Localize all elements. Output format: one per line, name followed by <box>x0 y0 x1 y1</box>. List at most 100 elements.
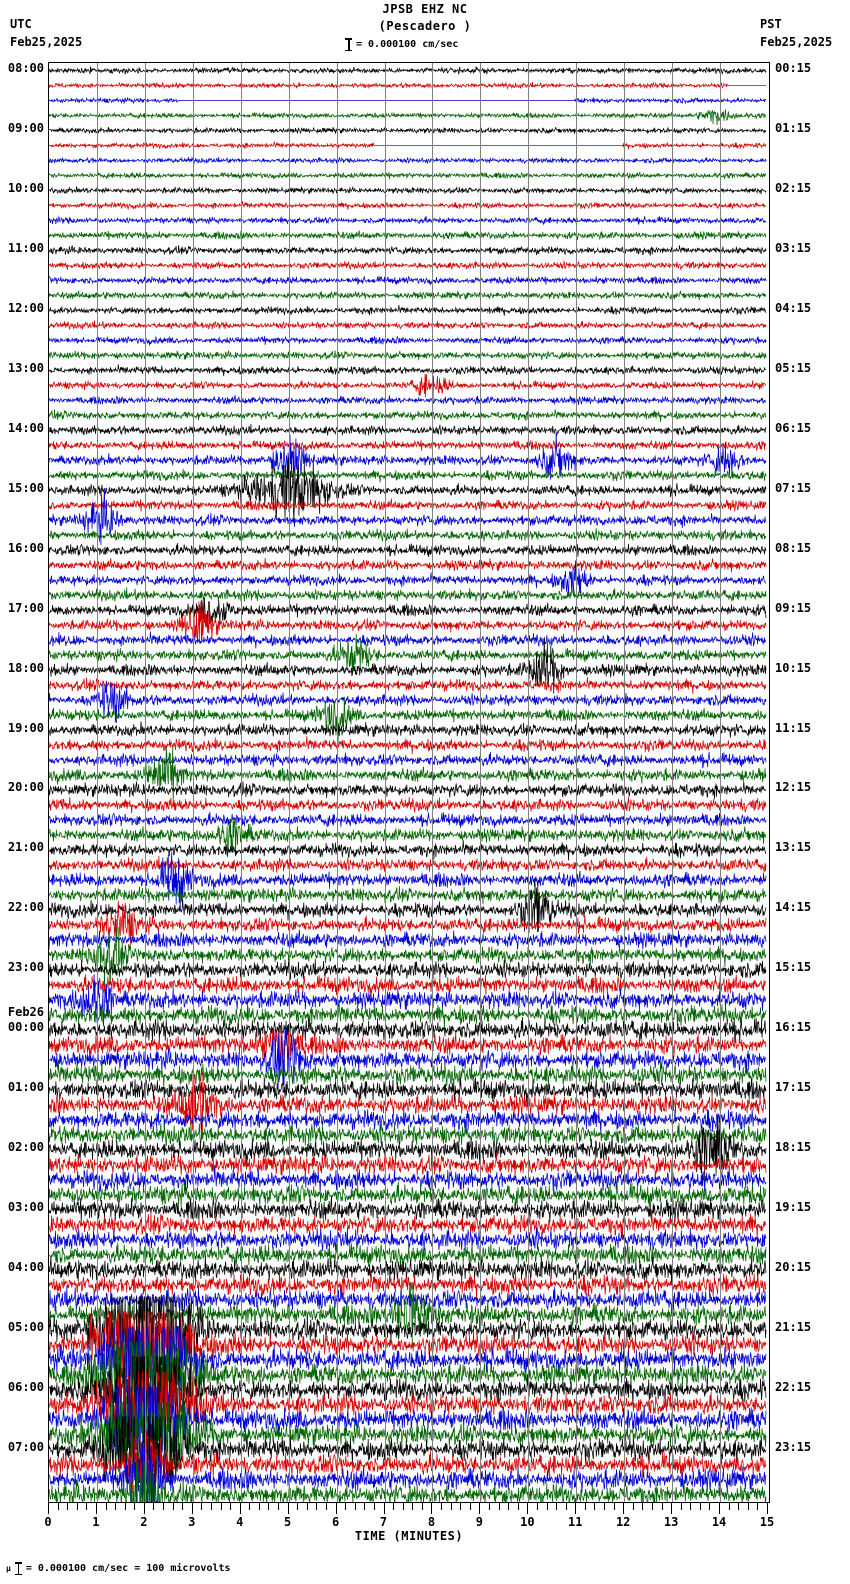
left-time-label-1000: 10:00 <box>7 181 44 196</box>
axis-tick-label-14: 14 <box>711 1515 727 1529</box>
trace-row-63 <box>49 1001 766 1029</box>
trace-row-93 <box>49 1432 766 1498</box>
left-time-label-1700: 17:00 <box>7 600 44 615</box>
axis-tick-minor <box>57 1503 59 1510</box>
gridline-minute-7 <box>384 63 386 1502</box>
left-time-label-0900: 09:00 <box>7 121 44 136</box>
trace-row-6 <box>49 157 766 163</box>
axis-tick-major-11 <box>575 1503 577 1514</box>
footer-scale-bar-icon <box>14 1562 22 1575</box>
axis-title: TIME (MINUTES) <box>354 1529 464 1543</box>
axis-tick-major-1 <box>95 1503 97 1514</box>
trace-row-59 <box>49 927 766 988</box>
left-time-label-0000: 00:00 <box>7 1020 44 1035</box>
trace-row-22 <box>49 395 766 405</box>
axis-tick-minor <box>604 1503 606 1510</box>
axis-tick-label-11: 11 <box>568 1515 583 1529</box>
axis-tick-major-0 <box>48 1503 49 1514</box>
right-time-label-1415: 14:15 <box>775 900 812 915</box>
right-time-label-1215: 12:15 <box>775 780 812 795</box>
trace-row-40 <box>49 637 766 693</box>
trace-row-71 <box>49 1121 766 1146</box>
axis-tick-minor <box>163 1503 165 1510</box>
axis-tick-minor <box>517 1503 519 1510</box>
left-time-label-0100: 01:00 <box>7 1080 44 1095</box>
axis-tick-label-7: 7 <box>379 1515 388 1529</box>
trace-row-68 <box>49 1077 766 1103</box>
trace-row-56 <box>49 878 766 934</box>
axis-tick-minor <box>536 1503 538 1510</box>
right-time-label-0415: 04:15 <box>775 301 812 316</box>
axis-tick-label-3: 3 <box>188 1515 196 1529</box>
left-time-label-1600: 16:00 <box>7 540 44 555</box>
left-time-label-0600: 06:00 <box>7 1379 44 1394</box>
trace-row-50 <box>49 812 766 828</box>
right-time-label-0315: 03:15 <box>775 241 812 256</box>
left-time-label-0400: 04:00 <box>7 1259 44 1274</box>
trace-row-81 <box>49 1270 766 1300</box>
station-title: JPSB EHZ NC <box>382 2 468 16</box>
axis-tick-minor <box>632 1503 634 1510</box>
left-time-label-0500: 05:00 <box>7 1319 44 1334</box>
trace-row-23 <box>49 409 766 422</box>
gridline-minute-2 <box>144 63 146 1502</box>
right-time-label-1715: 17:15 <box>775 1080 812 1095</box>
trace-row-62 <box>49 974 766 1026</box>
trace-row-42 <box>49 681 766 723</box>
axis-tick-minor <box>326 1503 327 1510</box>
gridline-minute-12 <box>624 63 626 1502</box>
axis-tick-label-13: 13 <box>663 1515 679 1529</box>
gridline-minute-6 <box>336 63 338 1502</box>
right-time-label-2015: 20:15 <box>775 1259 812 1274</box>
axis-tick-minor <box>498 1503 500 1510</box>
pst-label: PST <box>760 17 782 31</box>
left-time-label-1100: 11:00 <box>7 241 44 256</box>
left-time-label-1200: 12:00 <box>7 301 44 316</box>
trace-row-31 <box>49 528 766 542</box>
trace-row-52 <box>49 840 766 861</box>
trace-row-41 <box>49 677 766 694</box>
axis-tick-minor <box>153 1503 155 1510</box>
axis-tick-major-8 <box>431 1503 433 1514</box>
right-time-label-1015: 10:15 <box>775 660 812 675</box>
axis-tick-minor <box>728 1503 730 1510</box>
trace-row-32 <box>49 543 766 557</box>
axis-tick-minor <box>393 1503 395 1510</box>
axis-tick-minor <box>508 1503 510 1510</box>
trace-row-46 <box>49 752 766 768</box>
trace-row-30 <box>49 488 766 546</box>
left-time-label-1800: 18:00 <box>7 660 44 675</box>
axis-tick-minor <box>278 1503 280 1510</box>
trace-row-70 <box>49 1106 766 1135</box>
helicorder-plot[interactable] <box>48 62 770 1503</box>
left-time-label-2200: 22:00 <box>7 900 44 915</box>
axis-tick-minor <box>460 1503 462 1510</box>
axis-tick-label-15: 15 <box>759 1515 775 1529</box>
axis-tick-minor <box>76 1503 78 1510</box>
trace-row-54 <box>49 852 766 912</box>
trace-row-27 <box>49 468 766 483</box>
axis-tick-minor <box>345 1503 347 1510</box>
trace-row-4 <box>49 127 766 134</box>
pst-timezone-label: PST Feb25,2025 <box>760 15 832 51</box>
footer-scale-text: = 0.000100 cm/sec = 100 microvolts <box>25 1563 231 1574</box>
left-time-label-2300: 23:00 <box>7 960 44 975</box>
trace-row-57 <box>49 901 766 947</box>
axis-tick-label-6: 6 <box>331 1515 340 1529</box>
right-time-label-0515: 05:15 <box>775 361 812 376</box>
trace-row-9 <box>49 201 766 210</box>
axis-tick-minor <box>613 1503 615 1510</box>
trace-row-37 <box>49 601 766 645</box>
footer-scale-bar: μ = 0.000100 cm/sec = 100 microvolts <box>6 1562 231 1575</box>
trace-row-45 <box>49 736 766 754</box>
trace-row-61 <box>49 974 766 996</box>
left-time-label-1400: 14:00 <box>7 420 44 435</box>
trace-row-3 <box>49 109 766 125</box>
axis-tick-minor <box>115 1503 117 1510</box>
gridline-minute-13 <box>672 63 674 1502</box>
trace-row-95 <box>49 1462 766 1502</box>
trace-row-72 <box>49 1117 766 1183</box>
axis-tick-minor <box>182 1503 184 1510</box>
trace-row-91 <box>49 1402 766 1468</box>
trace-row-25 <box>49 440 766 452</box>
